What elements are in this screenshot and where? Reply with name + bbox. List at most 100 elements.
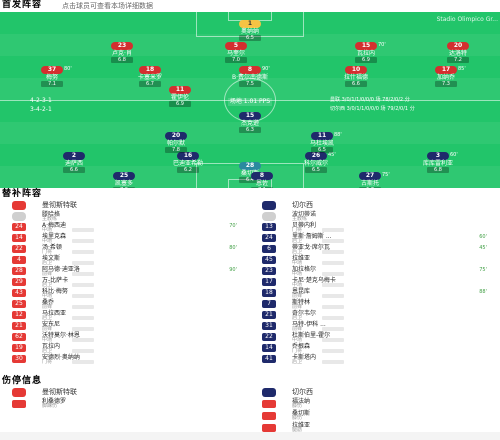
sub-player-row[interactable]: 24 里斯·詹姆斯 ... 后卫 60' <box>262 233 497 244</box>
away-player[interactable]: 27古斯托6.7 75' <box>340 172 400 188</box>
away-player[interactable]: 26 科尔威尔 6.5 45' <box>286 152 346 174</box>
sub-minute: 90' <box>262 66 270 72</box>
player-name: 凯塞多 <box>114 180 133 187</box>
sub-number: 29 <box>12 278 26 286</box>
sub-player-row[interactable]: 23 加拉格尔 中场 75' <box>262 266 497 277</box>
sub-player-row[interactable]: 12 马拉西亚 后卫 <box>12 310 247 321</box>
home-player[interactable]: 11 霍伊伦 6.9 <box>150 86 210 108</box>
sub-name: 阿马德·迪亚洛 <box>42 266 80 273</box>
sub-number: 45 <box>262 256 276 264</box>
sub-position: 后卫 <box>292 238 303 244</box>
home-player[interactable]: 5 马奎尔 7.0 <box>206 42 266 64</box>
away-player[interactable]: 15 杰克逊 6.3 <box>220 112 280 134</box>
home-coach-row[interactable]: 滕哈格 主教练 <box>12 211 247 222</box>
sub-position: 后卫 <box>292 359 303 365</box>
bottom-bar <box>0 432 500 440</box>
sub-player-row[interactable]: 41 卡斯塔内 后卫 <box>262 354 497 365</box>
sub-name: 拉维亚 <box>292 255 311 262</box>
home-player[interactable]: 20 达洛特 7.2 <box>428 42 488 64</box>
player-rating: 6.2 <box>177 167 199 173</box>
sub-player-row[interactable]: 25 桑乔 前锋 <box>12 299 247 310</box>
away-player[interactable]: 3 库库雷利亚 6.8 60' <box>408 152 468 174</box>
away-team-row[interactable]: 切尔西 <box>262 200 497 211</box>
sub-player-row[interactable]: 21 安东尼 前锋 <box>12 321 247 332</box>
sub-player-row[interactable]: 19 瓦拉内 后卫 <box>12 343 247 354</box>
injured-player-name: 桑切斯 <box>292 410 311 417</box>
injury-reason: 膝伤 <box>292 415 303 421</box>
home-player[interactable]: 10 拉什福德 6.6 <box>326 66 386 88</box>
sub-rating-bar <box>322 239 344 243</box>
sub-minute: 85' <box>458 66 466 72</box>
player-name: 恩佐 <box>255 180 268 187</box>
home-player[interactable]: 17 加纳乔 7.3 85' <box>416 66 476 88</box>
sub-rating-bar <box>72 349 94 353</box>
away-player[interactable]: 2 迪萨西 6.6 <box>44 152 104 174</box>
injury-row[interactable]: 利桑德罗 脚踝伤 <box>12 398 247 410</box>
sub-player-row[interactable]: 22 汤·希顿 门将 80' <box>12 244 247 255</box>
away-player[interactable]: 20 帕尔默 7.8 <box>146 132 206 154</box>
sub-rating-bar <box>72 250 94 254</box>
player-rating: 6.8 <box>111 57 133 63</box>
injury-row[interactable]: 桑切斯 膝伤 <box>262 410 497 422</box>
sub-rating-bar <box>72 239 94 243</box>
home-player[interactable]: 37 梅努 7.1 80' <box>22 66 82 88</box>
player-number: 1 <box>239 20 261 28</box>
sub-player-row[interactable]: 7 斯特林 前锋 <box>262 299 497 310</box>
sub-player-row[interactable]: 29 万-比萨卡 后卫 <box>12 277 247 288</box>
home-formation: 4-2-3-1 <box>30 97 52 104</box>
injury-row[interactable]: 福法纳 膝伤 <box>262 398 497 410</box>
home-player[interactable]: 15 瓦拉内 6.9 70' <box>336 42 396 64</box>
home-injury-team-row[interactable]: 曼彻斯特联 <box>12 387 247 398</box>
sub-player-row[interactable]: 30 安德烈·奥纳纳 门将 <box>12 354 247 365</box>
sub-position: 前锋 <box>292 326 303 332</box>
sub-player-row[interactable]: 17 卡尼·楚克乌梅卡 中场 <box>262 277 497 288</box>
player-rating: 7.1 <box>251 187 273 188</box>
away-player[interactable]: 28 桑切斯 6.4 <box>220 162 280 184</box>
away-player[interactable]: 11 马杜埃凯 6.5 88' <box>292 132 352 154</box>
home-player[interactable]: 23 卢克·肖 6.8 <box>92 42 152 64</box>
player-rating: 6.4 <box>239 177 261 183</box>
away-injury-team-row[interactable]: 切尔西 <box>262 387 497 398</box>
sub-player-row[interactable]: 31 马特-伊科 ... 前锋 <box>262 321 497 332</box>
player-name: 瓦拉内 <box>356 50 375 57</box>
home-player[interactable]: 18 卡塞米罗 6.7 <box>120 66 180 88</box>
away-team-logo-icon <box>262 388 276 397</box>
sub-player-row[interactable]: 6 蒂亚戈·席尔瓦 后卫 45' <box>262 244 497 255</box>
sub-player-row[interactable]: 14 乔根森 门将 <box>262 343 497 354</box>
player-name: 达洛特 <box>448 50 467 57</box>
injury-reason: 腿筋 <box>292 427 303 433</box>
sub-player-row[interactable]: 45 拉维亚 中场 <box>262 255 497 266</box>
sub-player-row[interactable]: 18 恩昆库 前锋 88' <box>262 288 497 299</box>
sub-number: 30 <box>12 355 26 363</box>
sub-player-row[interactable]: 28 阿马德·迪亚洛 前锋 90' <box>12 266 247 277</box>
away-player[interactable]: 8恩佐7.1 <box>232 172 292 188</box>
away-coach-row[interactable]: 波切蒂诺 主教练 <box>262 211 497 222</box>
sub-player-row[interactable]: 43 科比·梅努 中场 <box>12 288 247 299</box>
home-player[interactable]: 1 奥纳纳 6.5 <box>220 20 280 42</box>
sub-rating-bar <box>72 338 94 342</box>
away-player[interactable]: 25凯塞多7.0 <box>94 172 154 188</box>
player-number: 2 <box>63 152 85 160</box>
player-name: 桑切斯 <box>240 170 259 177</box>
sub-player-row[interactable]: 22 杜斯伯里-霍尔 中场 <box>262 332 497 343</box>
sub-number: 7 <box>262 300 276 308</box>
player-rating: 6.5 <box>311 147 333 153</box>
home-team-row[interactable]: 曼彻斯特联 <box>12 200 247 211</box>
sub-player-row[interactable]: 21 奇尔韦尔 后卫 <box>262 310 497 321</box>
sub-minute: 45' <box>328 152 336 158</box>
away-injury-team-name: 切尔西 <box>292 388 313 396</box>
home-player[interactable]: 8 B·费尔南德斯 7.5 90' <box>220 66 280 88</box>
injury-row[interactable]: 拉维亚 腿筋 <box>262 422 497 434</box>
away-coach-role: 主教练 <box>292 216 308 222</box>
sub-player-row[interactable]: 24 A·梅西迪 中场 70' <box>12 222 247 233</box>
sub-number: 18 <box>262 289 276 297</box>
sub-player-row[interactable]: 4 埃文斯 后卫 <box>12 255 247 266</box>
injury-reason: 脚踝伤 <box>42 403 58 409</box>
sub-player-row[interactable]: 13 贝蒂内利 门将 <box>262 222 497 233</box>
sub-position: 门将 <box>42 359 53 365</box>
player-number: 20 <box>447 42 469 50</box>
sub-player-row[interactable]: 62 沃特莫尔·林恩 中场 <box>12 332 247 343</box>
sub-player-row[interactable]: 14 埃里克森 中场 <box>12 233 247 244</box>
player-name: B·费尔南德斯 <box>231 74 269 81</box>
away-player[interactable]: 16 巴迪亚希勒 6.2 <box>158 152 218 174</box>
